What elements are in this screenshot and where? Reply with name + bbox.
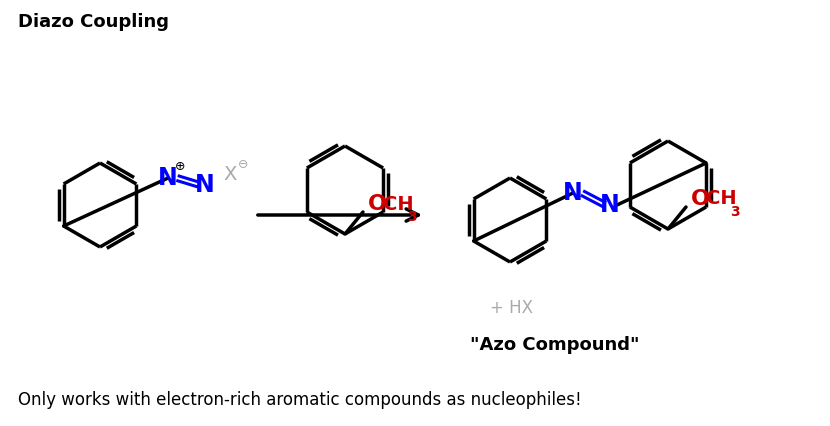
- Text: N: N: [195, 173, 215, 197]
- Text: N: N: [159, 166, 178, 190]
- Text: ⊕: ⊕: [175, 159, 185, 173]
- Text: "Azo Compound": "Azo Compound": [471, 336, 640, 354]
- Text: O: O: [691, 189, 710, 209]
- Text: + HX: + HX: [490, 299, 533, 317]
- Text: Diazo Coupling: Diazo Coupling: [18, 13, 169, 31]
- Text: N: N: [563, 181, 583, 205]
- Text: Only works with electron-rich aromatic compounds as nucleophiles!: Only works with electron-rich aromatic c…: [18, 391, 582, 409]
- Text: 3: 3: [730, 205, 740, 219]
- Text: ⊖: ⊖: [237, 158, 248, 172]
- Text: 3: 3: [407, 210, 417, 224]
- Text: X: X: [223, 165, 237, 184]
- Text: CH: CH: [706, 190, 737, 208]
- Text: N: N: [600, 193, 620, 217]
- Text: O: O: [368, 194, 387, 214]
- Text: CH: CH: [383, 195, 413, 213]
